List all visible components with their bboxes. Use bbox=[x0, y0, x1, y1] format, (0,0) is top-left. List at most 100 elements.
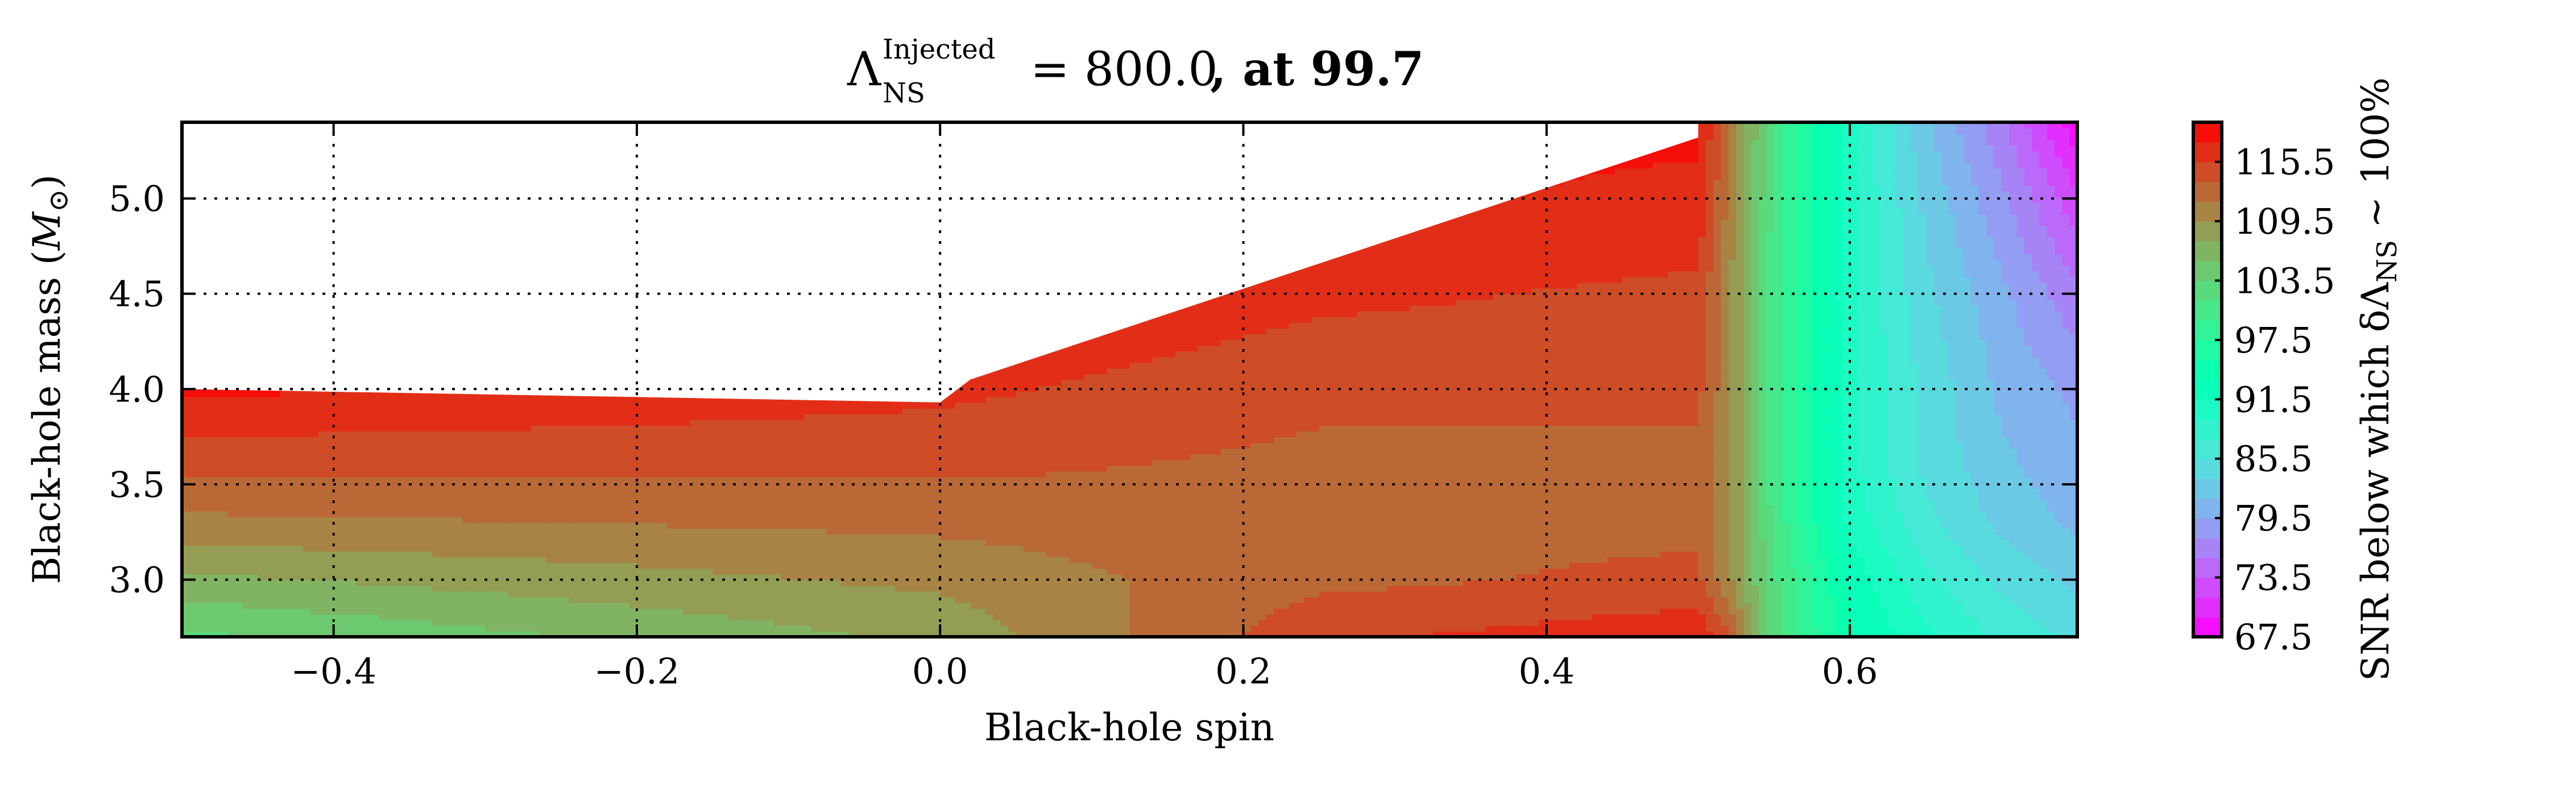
contour-cell bbox=[310, 356, 319, 363]
contour-cell bbox=[197, 185, 205, 192]
contour-cell bbox=[447, 551, 455, 558]
contour-cell bbox=[280, 448, 289, 455]
contour-cell bbox=[508, 293, 516, 300]
contour-cell bbox=[220, 151, 228, 157]
contour-cell bbox=[432, 625, 441, 632]
contour-cell bbox=[363, 213, 372, 220]
contour-cell bbox=[189, 391, 198, 397]
contour-cell bbox=[341, 413, 350, 420]
contour-cell bbox=[462, 402, 471, 409]
contour-cell bbox=[250, 505, 259, 512]
contour-cell bbox=[492, 511, 501, 517]
contour-cell bbox=[447, 631, 455, 637]
contour-cell bbox=[401, 316, 410, 323]
contour-cell bbox=[576, 299, 585, 306]
contour-cell bbox=[462, 271, 471, 277]
contour-cell bbox=[561, 237, 569, 243]
contour-cell bbox=[272, 391, 281, 397]
contour-cell bbox=[212, 202, 221, 209]
contour-cell bbox=[462, 579, 471, 586]
contour-cell bbox=[424, 202, 433, 209]
contour-cell bbox=[318, 219, 327, 226]
contour-cell bbox=[394, 310, 403, 317]
contour-cell bbox=[288, 231, 296, 238]
contour-cell bbox=[371, 356, 380, 363]
contour-cell bbox=[189, 145, 198, 152]
contour-cell bbox=[508, 431, 516, 437]
contour-cell bbox=[295, 168, 304, 175]
contour-cell bbox=[280, 345, 289, 352]
contour-cell bbox=[553, 494, 562, 500]
contour-cell bbox=[212, 488, 221, 495]
contour-cell bbox=[409, 528, 418, 534]
contour-cell bbox=[553, 442, 562, 449]
contour-cell bbox=[250, 540, 259, 546]
contour-cell bbox=[538, 202, 546, 209]
contour-cell bbox=[295, 499, 304, 506]
contour-cell bbox=[182, 540, 190, 546]
contour-cell bbox=[545, 608, 554, 615]
contour-cell bbox=[326, 213, 334, 220]
contour-cell bbox=[417, 476, 425, 483]
contour-cell bbox=[265, 322, 274, 329]
contour-cell bbox=[531, 488, 539, 495]
contour-cell bbox=[568, 442, 577, 449]
contour-cell bbox=[189, 442, 198, 449]
contour-cell bbox=[485, 391, 494, 397]
contour-cell bbox=[583, 585, 592, 592]
contour-cell bbox=[454, 379, 463, 386]
contour-cell bbox=[363, 476, 372, 483]
contour-cell bbox=[424, 494, 433, 500]
contour-cell bbox=[288, 437, 296, 443]
contour-cell bbox=[227, 128, 236, 135]
contour-cell bbox=[242, 516, 251, 523]
contour-cell bbox=[515, 310, 524, 317]
contour-cell bbox=[523, 488, 532, 495]
contour-cell bbox=[288, 482, 296, 489]
contour-cell bbox=[272, 562, 281, 569]
contour-cell bbox=[363, 482, 372, 489]
contour-cell bbox=[349, 219, 357, 226]
contour-cell bbox=[386, 231, 395, 238]
contour-cell bbox=[545, 328, 554, 334]
contour-cell bbox=[523, 339, 532, 346]
contour-cell bbox=[371, 276, 380, 283]
contour-cell bbox=[583, 356, 592, 363]
contour-cell bbox=[401, 413, 410, 420]
contour-cell bbox=[220, 368, 228, 375]
contour-cell bbox=[379, 499, 387, 506]
contour-cell bbox=[212, 402, 221, 409]
contour-cell bbox=[303, 208, 312, 214]
contour-cell bbox=[553, 534, 562, 540]
contour-cell bbox=[576, 596, 585, 603]
contour-cell bbox=[310, 516, 319, 523]
contour-cell bbox=[492, 145, 501, 152]
contour-cell bbox=[523, 505, 532, 512]
contour-cell bbox=[508, 596, 516, 603]
contour-cell bbox=[417, 237, 425, 243]
contour-cell bbox=[227, 419, 236, 426]
contour-cell bbox=[492, 248, 501, 255]
contour-cell bbox=[477, 299, 486, 306]
contour-cell bbox=[515, 534, 524, 540]
contour-cell bbox=[470, 562, 478, 569]
contour-cell bbox=[591, 282, 600, 289]
contour-cell bbox=[477, 505, 486, 512]
contour-cell bbox=[538, 351, 546, 358]
contour-cell bbox=[462, 528, 471, 534]
contour-cell bbox=[424, 310, 433, 317]
contour-cell bbox=[432, 608, 441, 615]
contour-cell bbox=[333, 225, 342, 231]
contour-cell bbox=[508, 602, 516, 609]
contour-cell bbox=[515, 402, 524, 409]
contour-cell bbox=[227, 231, 236, 238]
contour-cell bbox=[363, 413, 372, 420]
contour-cell bbox=[379, 557, 387, 563]
contour-cell bbox=[492, 619, 501, 626]
contour-cell bbox=[561, 356, 569, 363]
contour-cell bbox=[356, 299, 365, 306]
contour-cell bbox=[349, 339, 357, 346]
contour-cell bbox=[561, 505, 569, 512]
contour-cell bbox=[258, 625, 266, 632]
contour-cell bbox=[386, 408, 395, 414]
